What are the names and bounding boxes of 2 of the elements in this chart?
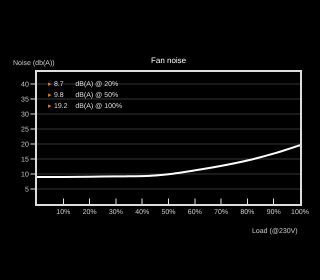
line-series: [37, 144, 300, 178]
chart-title: Fan noise: [151, 56, 187, 65]
